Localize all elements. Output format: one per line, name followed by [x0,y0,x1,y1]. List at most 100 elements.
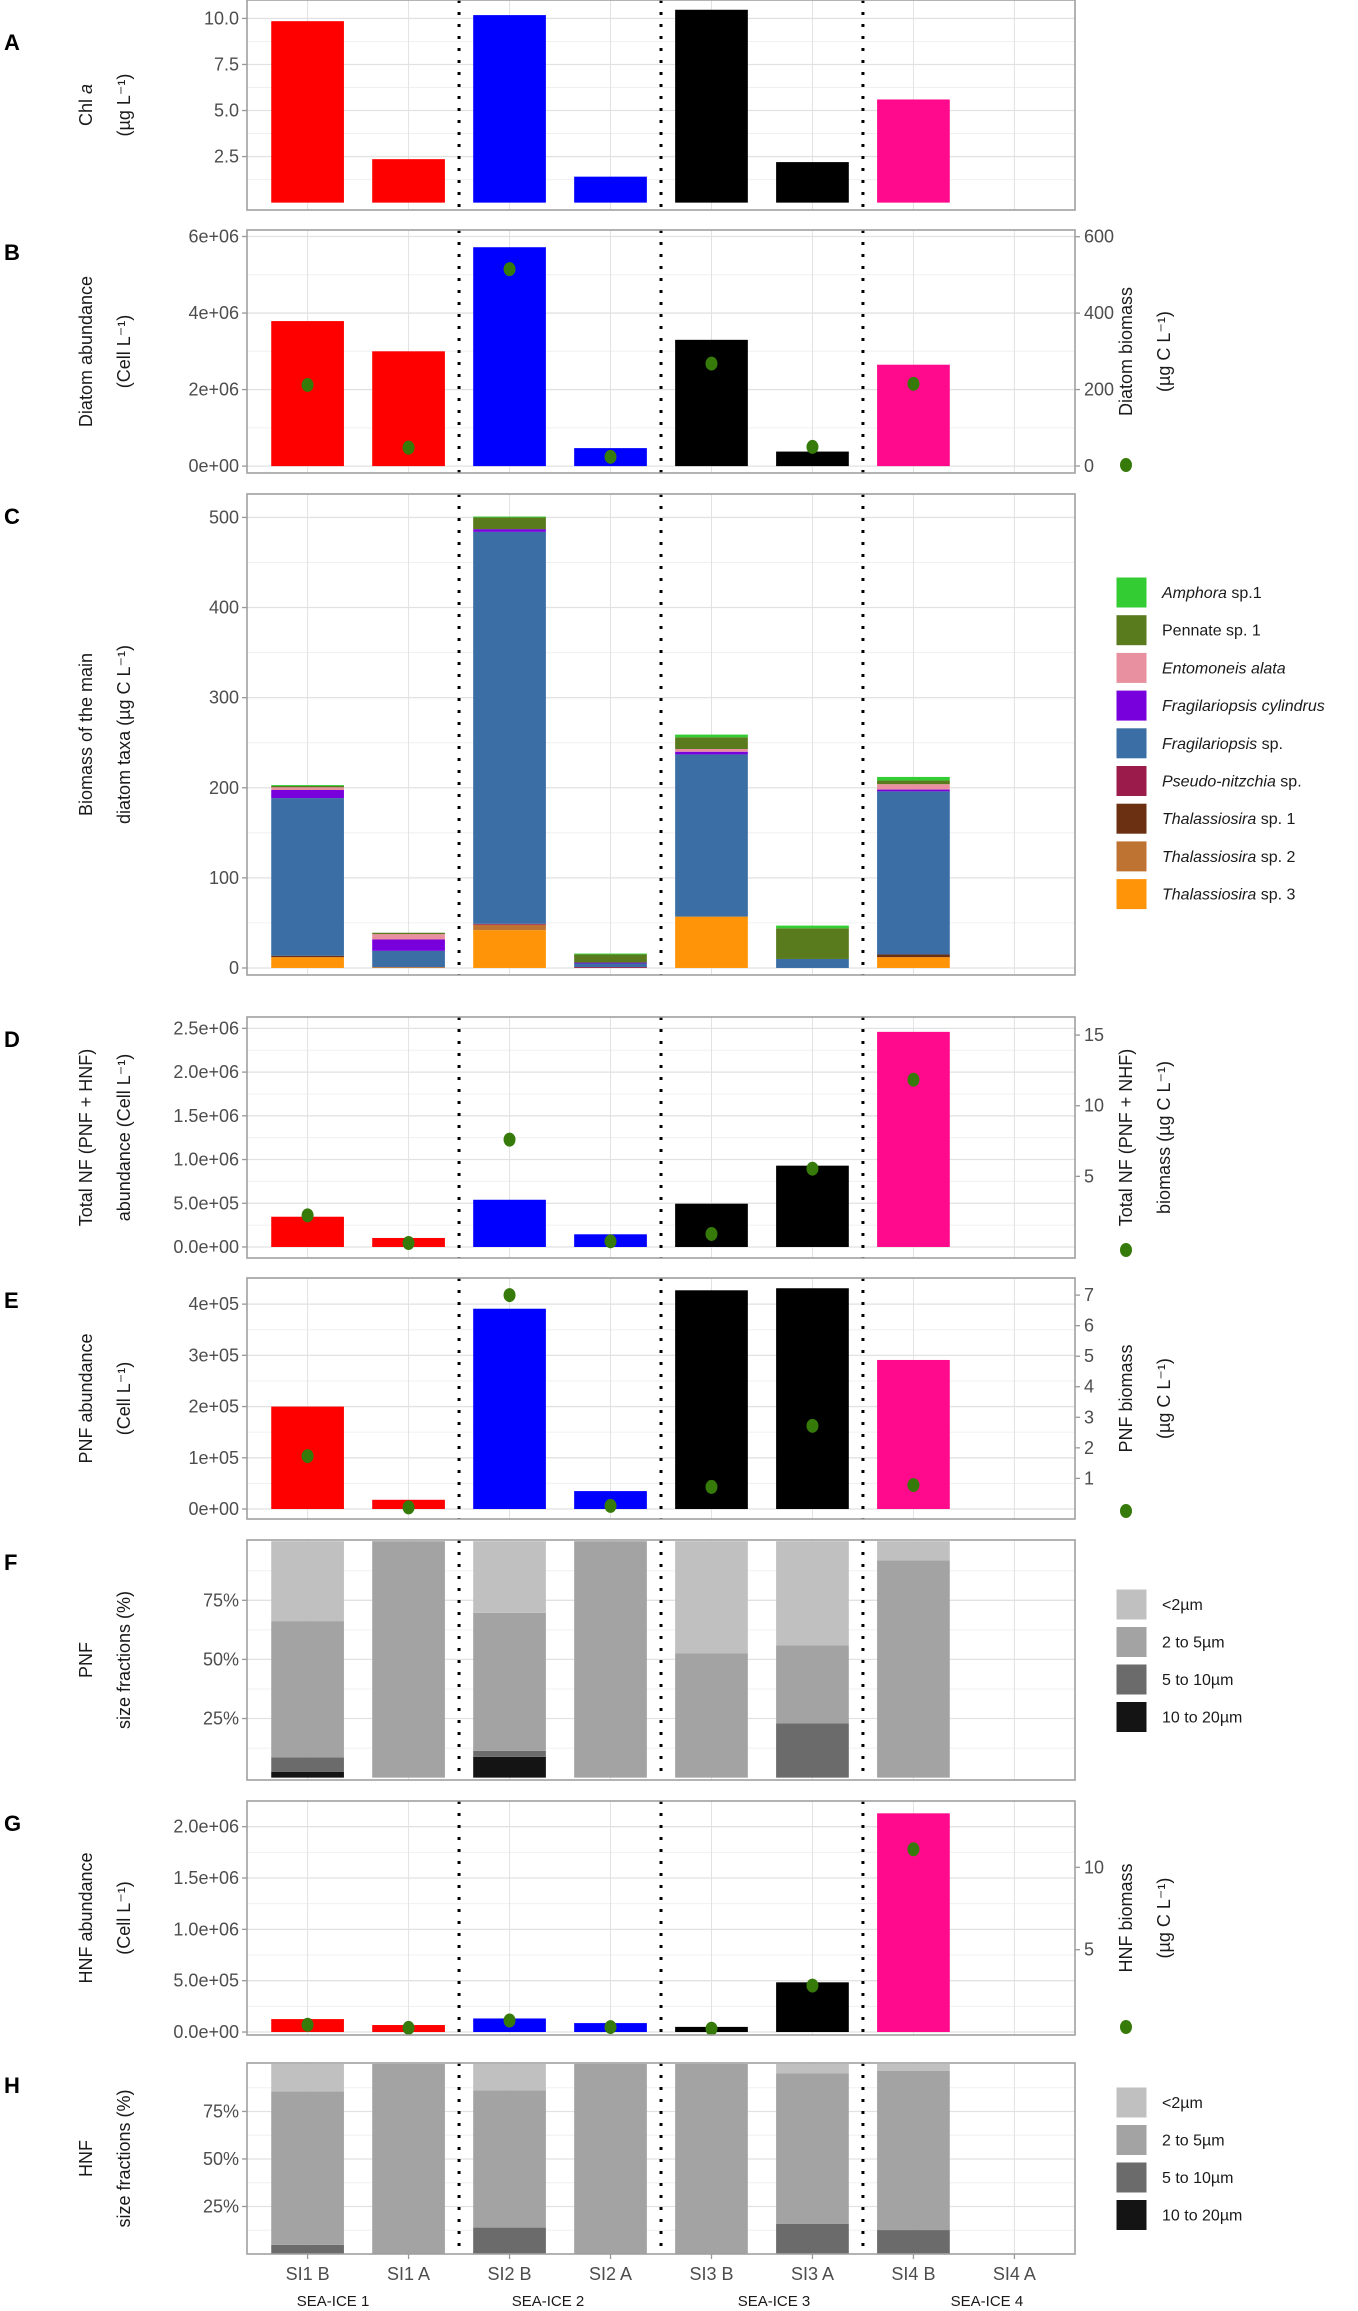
legend-label-italic: Pseudo-nitzchia [1162,774,1276,791]
y-tick-label: 1.5e+06 [173,1106,239,1126]
stack-segment [877,776,950,781]
panel-label: B [4,240,20,265]
legend-label: <2µm [1162,1597,1203,1614]
stack-segment [776,958,849,968]
panel-b: 0 200 400 600 Diatom biomass (µg C L⁻¹) 0e+00 2… [4,227,1174,477]
stack-segment [372,1541,445,1778]
y-tick-label: 6e+06 [188,227,239,247]
y2-tick-label: 0 [1084,456,1094,476]
biomass-point [301,1208,314,1223]
biomass-point [503,2013,516,2028]
legend-swatch [1115,802,1148,835]
left-axis-title: (µg L⁻¹) [114,74,134,137]
legend-dot-icon [1120,458,1132,472]
biomass-point [806,1418,819,1433]
y-tick-label: 2e+06 [188,380,239,400]
legend-label: Thalassiosira sp. 1 [1162,811,1296,828]
panel-border [246,1016,1076,1259]
stack-segment [473,1756,546,1778]
panel-label: D [4,1027,20,1052]
stack-segment [877,2230,950,2254]
panel-e: 1 2 3 4 5 6 7 PNF biomass (µg C L⁻¹) 0e+00 1e+05 2e… [4,1277,1174,1520]
panel-label: H [4,2073,20,2098]
legend-swatch [1115,689,1148,722]
legend-label: 2 to 5µm [1162,1635,1225,1652]
biomass-point [604,2020,617,2035]
legend-label: Thalassiosira sp. 3 [1162,887,1296,904]
group-label: SEA-ICE 1 [297,2293,370,2310]
biomass-point [402,2020,415,2035]
legend-label-italic: Entomoneis alata [1162,660,1286,677]
left-axis-title: size fractions (%) [114,2089,134,2227]
right-axis-title: biomass (µg C L⁻¹) [1154,1061,1174,1214]
legend-label-text: sp. [1276,774,1302,791]
stack-segment [675,734,748,738]
legend-label-italic: Thalassiosira [1162,887,1256,904]
panel-label: C [4,504,20,529]
biomass-point [907,1478,920,1493]
y2-tick-label: 5 [1084,1940,1094,1960]
left-axis-title: HNF [76,2140,96,2177]
y-tick-label: 25% [203,1709,239,1729]
y2-tick-label: 5 [1084,1346,1094,1366]
biomass-point [503,262,516,277]
left-axis-title: abundance (Cell L⁻¹) [114,1054,134,1222]
left-axis-title: (Cell L⁻¹) [114,1881,134,1955]
legend-label: Pennate sp. 1 [1162,623,1261,640]
panel-label: E [4,1288,19,1313]
stack-segment [877,1541,950,1561]
stack-segment [473,1541,546,1613]
biomass-point [806,1978,819,1993]
x-tick-label: SI4 A [993,2264,1036,2284]
left-axis-title: PNF abundance [76,1333,96,1463]
legend-label: Amphora sp.1 [1161,585,1262,602]
group-label: SEA-ICE 4 [951,2293,1024,2310]
y2-tick-label: 4 [1084,1377,1094,1397]
left-axis-title: Diatom abundance [76,276,96,427]
group-label: SEA-ICE 2 [512,2293,585,2310]
stack-segment [271,1771,344,1778]
stack-segment [675,1541,748,1654]
panel-g: 5 10 HNF biomass (µg C L⁻¹) 0.0e+00 5.0e+05 1.… [4,1800,1174,2042]
left-axis-title: size fractions (%) [114,1591,134,1729]
left-axis-title: diatom taxa (µg C L⁻¹) [114,645,134,824]
legend-swatch [1115,1701,1148,1733]
biomass-point [503,1288,516,1303]
y-tick-label: 1e+05 [188,1448,239,1468]
y2-tick-label: 7 [1084,1285,1094,1305]
stack-segment [574,2063,647,2254]
legend-label-text: sp. 1 [1256,811,1295,828]
legend-label: Fragilariopsis sp. [1162,736,1283,753]
y-tick-label: 0.0e+00 [173,2022,239,2042]
stack-segment [877,957,950,968]
biomass-point [705,1479,718,1494]
legend-swatch [1115,2161,1148,2194]
stack-segment [574,962,647,964]
y2-tick-label: 10 [1084,1857,1104,1877]
stack-segment [675,749,748,752]
stack-segment [271,1621,344,1758]
y-tick-label: 0.0e+00 [173,1237,239,1257]
bar-si2-b [473,1308,546,1510]
x-tick-label: SI2 A [589,2264,632,2284]
legend-label: Thalassiosira sp. 2 [1162,849,1296,866]
stack-segment [776,2073,849,2224]
stack-segment [271,798,344,956]
stack-segment [877,2070,950,2231]
y2-tick-label: 15 [1084,1025,1104,1045]
stack-segment [271,785,344,786]
bar-si3-a [776,162,849,203]
y2-tick-label: 1 [1084,1468,1094,1488]
stack-segment [877,789,950,792]
bar-si2-b [473,247,546,467]
right-axis-title: (µg C L⁻¹) [1154,311,1174,392]
y-tick-label: 75% [203,1590,239,1610]
legend-dot-icon [1120,1243,1132,1257]
axis-title-italic: a [76,84,96,94]
stack-segment [473,1612,546,1751]
y-tick-label: 75% [203,2101,239,2121]
panel-a: 2.5 5.0 7.5 10.0 Chl a (µg L⁻¹) A [4,0,1076,211]
biomass-point [503,1132,516,1147]
biomass-point [301,377,314,392]
y2-tick-label: 10 [1084,1096,1104,1116]
